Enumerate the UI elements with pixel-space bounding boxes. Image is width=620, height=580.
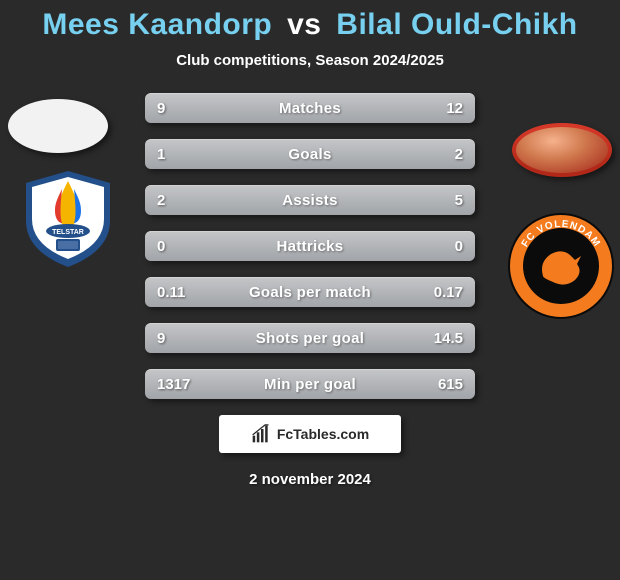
club-left-text: TELSTAR bbox=[52, 229, 84, 236]
stat-label: Min per goal bbox=[264, 376, 356, 393]
stat-value-right: 2 bbox=[455, 139, 463, 169]
subtitle: Club competitions, Season 2024/2025 bbox=[0, 52, 620, 69]
stat-label: Hattricks bbox=[277, 238, 344, 255]
stat-value-right: 12 bbox=[446, 93, 463, 123]
stat-row: 9 Shots per goal 14.5 bbox=[145, 323, 475, 353]
vs-separator: vs bbox=[287, 8, 321, 41]
stats-area: TELSTAR FC VOLENDAM 9Matche bbox=[0, 93, 620, 399]
stat-value-left: 0 bbox=[157, 231, 165, 261]
stat-row: 9 Matches 12 bbox=[145, 93, 475, 123]
stat-value-left: 1317 bbox=[157, 369, 190, 399]
player2-name: Bilal Ould-Chikh bbox=[336, 8, 577, 41]
stat-row: 0 Hattricks 0 bbox=[145, 231, 475, 261]
brand-box: FcTables.com bbox=[219, 415, 401, 453]
stat-label: Shots per goal bbox=[256, 330, 364, 347]
stat-value-left: 1 bbox=[157, 139, 165, 169]
club-badge-right: FC VOLENDAM bbox=[506, 211, 616, 321]
page-title: Mees Kaandorp vs Bilal Ould-Chikh bbox=[0, 8, 620, 42]
stat-value-left: 0.11 bbox=[157, 277, 185, 307]
stat-label: Goals per match bbox=[249, 284, 371, 301]
stat-value-right: 0 bbox=[455, 231, 463, 261]
stat-label: Assists bbox=[282, 192, 337, 209]
player1-avatar bbox=[8, 99, 108, 153]
chart-icon bbox=[251, 424, 271, 444]
stat-row: 2 Assists 5 bbox=[145, 185, 475, 215]
stat-value-left: 9 bbox=[157, 93, 165, 123]
stat-label: Matches bbox=[279, 100, 341, 117]
stat-value-right: 5 bbox=[455, 185, 463, 215]
player1-name: Mees Kaandorp bbox=[42, 8, 272, 41]
stat-value-right: 615 bbox=[438, 369, 463, 399]
stat-rows-container: 9 Matches 12 1 Goals 2 2 Assists 5 0 Hattricks 0 0.1… bbox=[145, 93, 475, 399]
stat-value-left: 9 bbox=[157, 323, 165, 353]
stat-row: 1 Goals 2 bbox=[145, 139, 475, 169]
player2-avatar bbox=[512, 123, 612, 177]
brand-text: FcTables.com bbox=[277, 426, 369, 442]
stat-value-left: 2 bbox=[157, 185, 165, 215]
stat-row: 1317 Min per goal 615 bbox=[145, 369, 475, 399]
stat-row: 0.11 Goals per match 0.17 bbox=[145, 277, 475, 307]
club-badge-left: TELSTAR bbox=[18, 169, 118, 269]
stat-label: Goals bbox=[288, 146, 331, 163]
stat-value-right: 0.17 bbox=[434, 277, 463, 307]
stat-value-right: 14.5 bbox=[434, 323, 463, 353]
date-text: 2 november 2024 bbox=[0, 471, 620, 488]
